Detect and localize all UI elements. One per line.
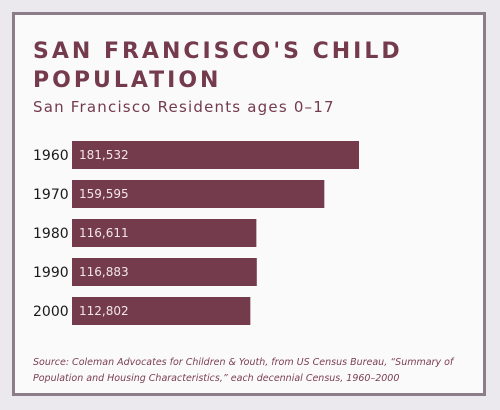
value-label-1990: 116,883 (79, 265, 129, 279)
value-label-1960: 181,532 (79, 148, 129, 162)
category-label-1970: 1970 (33, 187, 69, 203)
bar-chart: 1960 181,532 1970 159,595 1980 116,611 1990 116… (33, 141, 359, 325)
chart-frame: SAN FRANCISCO'S CHILD POPULATION San Fra… (12, 12, 486, 396)
category-label-2000: 2000 (33, 304, 69, 320)
source-note: Source: Coleman Advocates for Children &… (33, 357, 454, 384)
value-label-1970: 159,595 (79, 187, 129, 201)
chart-title: SAN FRANCISCO'S CHILD POPULATION (33, 39, 403, 93)
bar-2000 (72, 297, 251, 325)
category-label-1980: 1980 (33, 226, 69, 242)
chart-subtitle: San Francisco Residents ages 0–17 (33, 98, 335, 116)
value-label-1980: 116,611 (79, 226, 129, 240)
bar-1980 (72, 219, 257, 247)
category-label-1990: 1990 (33, 265, 69, 281)
category-label-1960: 1960 (33, 148, 69, 164)
value-label-2000: 112,802 (79, 304, 129, 318)
bar-1970 (72, 180, 325, 208)
bar-1990 (72, 258, 257, 286)
bar-1960 (72, 141, 359, 169)
